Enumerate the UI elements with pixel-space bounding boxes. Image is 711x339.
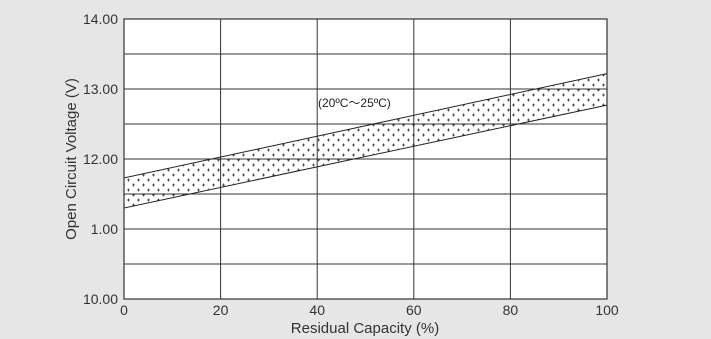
temperature-annotation: (20ºC～25ºC) [318, 96, 391, 110]
y-tick-label: 1.00 [91, 221, 118, 237]
x-axis-ticks: 0 20 40 60 80 100 [120, 302, 619, 318]
plot-frame [123, 18, 608, 300]
y-tick-label: 13.00 [83, 81, 118, 97]
band-fill [124, 73, 607, 208]
y-axis-ticks: 14.00 13.00 12.00 1.00 10.00 [83, 11, 118, 307]
y-tick-label: 12.00 [83, 151, 118, 167]
band-upper-line [123, 73, 608, 179]
x-tick-label: 100 [595, 302, 619, 318]
x-tick-label: 0 [120, 302, 128, 318]
x-tick-label: 60 [406, 302, 422, 318]
x-tick-label: 40 [309, 302, 325, 318]
y-axis-title: Open Circuit Voltage (V) [63, 78, 80, 240]
grid [124, 19, 607, 299]
y-tick-label: 10.00 [83, 291, 118, 307]
x-axis-title: Residual Capacity (%) [291, 320, 439, 337]
x-tick-label: 20 [213, 302, 229, 318]
band-lower-line [123, 104, 608, 209]
x-tick-label: 80 [503, 302, 519, 318]
y-tick-label: 14.00 [83, 11, 118, 27]
